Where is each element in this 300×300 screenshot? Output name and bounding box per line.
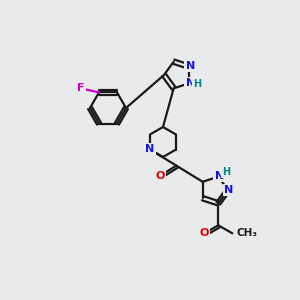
Text: O: O bbox=[156, 171, 165, 181]
Text: N: N bbox=[146, 145, 154, 154]
Text: N: N bbox=[224, 185, 234, 195]
Text: N: N bbox=[186, 61, 195, 71]
Text: N: N bbox=[186, 78, 195, 88]
Text: H: H bbox=[222, 167, 230, 177]
Text: N: N bbox=[215, 171, 224, 181]
Text: F: F bbox=[77, 83, 85, 93]
Text: O: O bbox=[200, 228, 209, 238]
Text: CH₃: CH₃ bbox=[236, 228, 257, 238]
Text: H: H bbox=[193, 79, 201, 89]
